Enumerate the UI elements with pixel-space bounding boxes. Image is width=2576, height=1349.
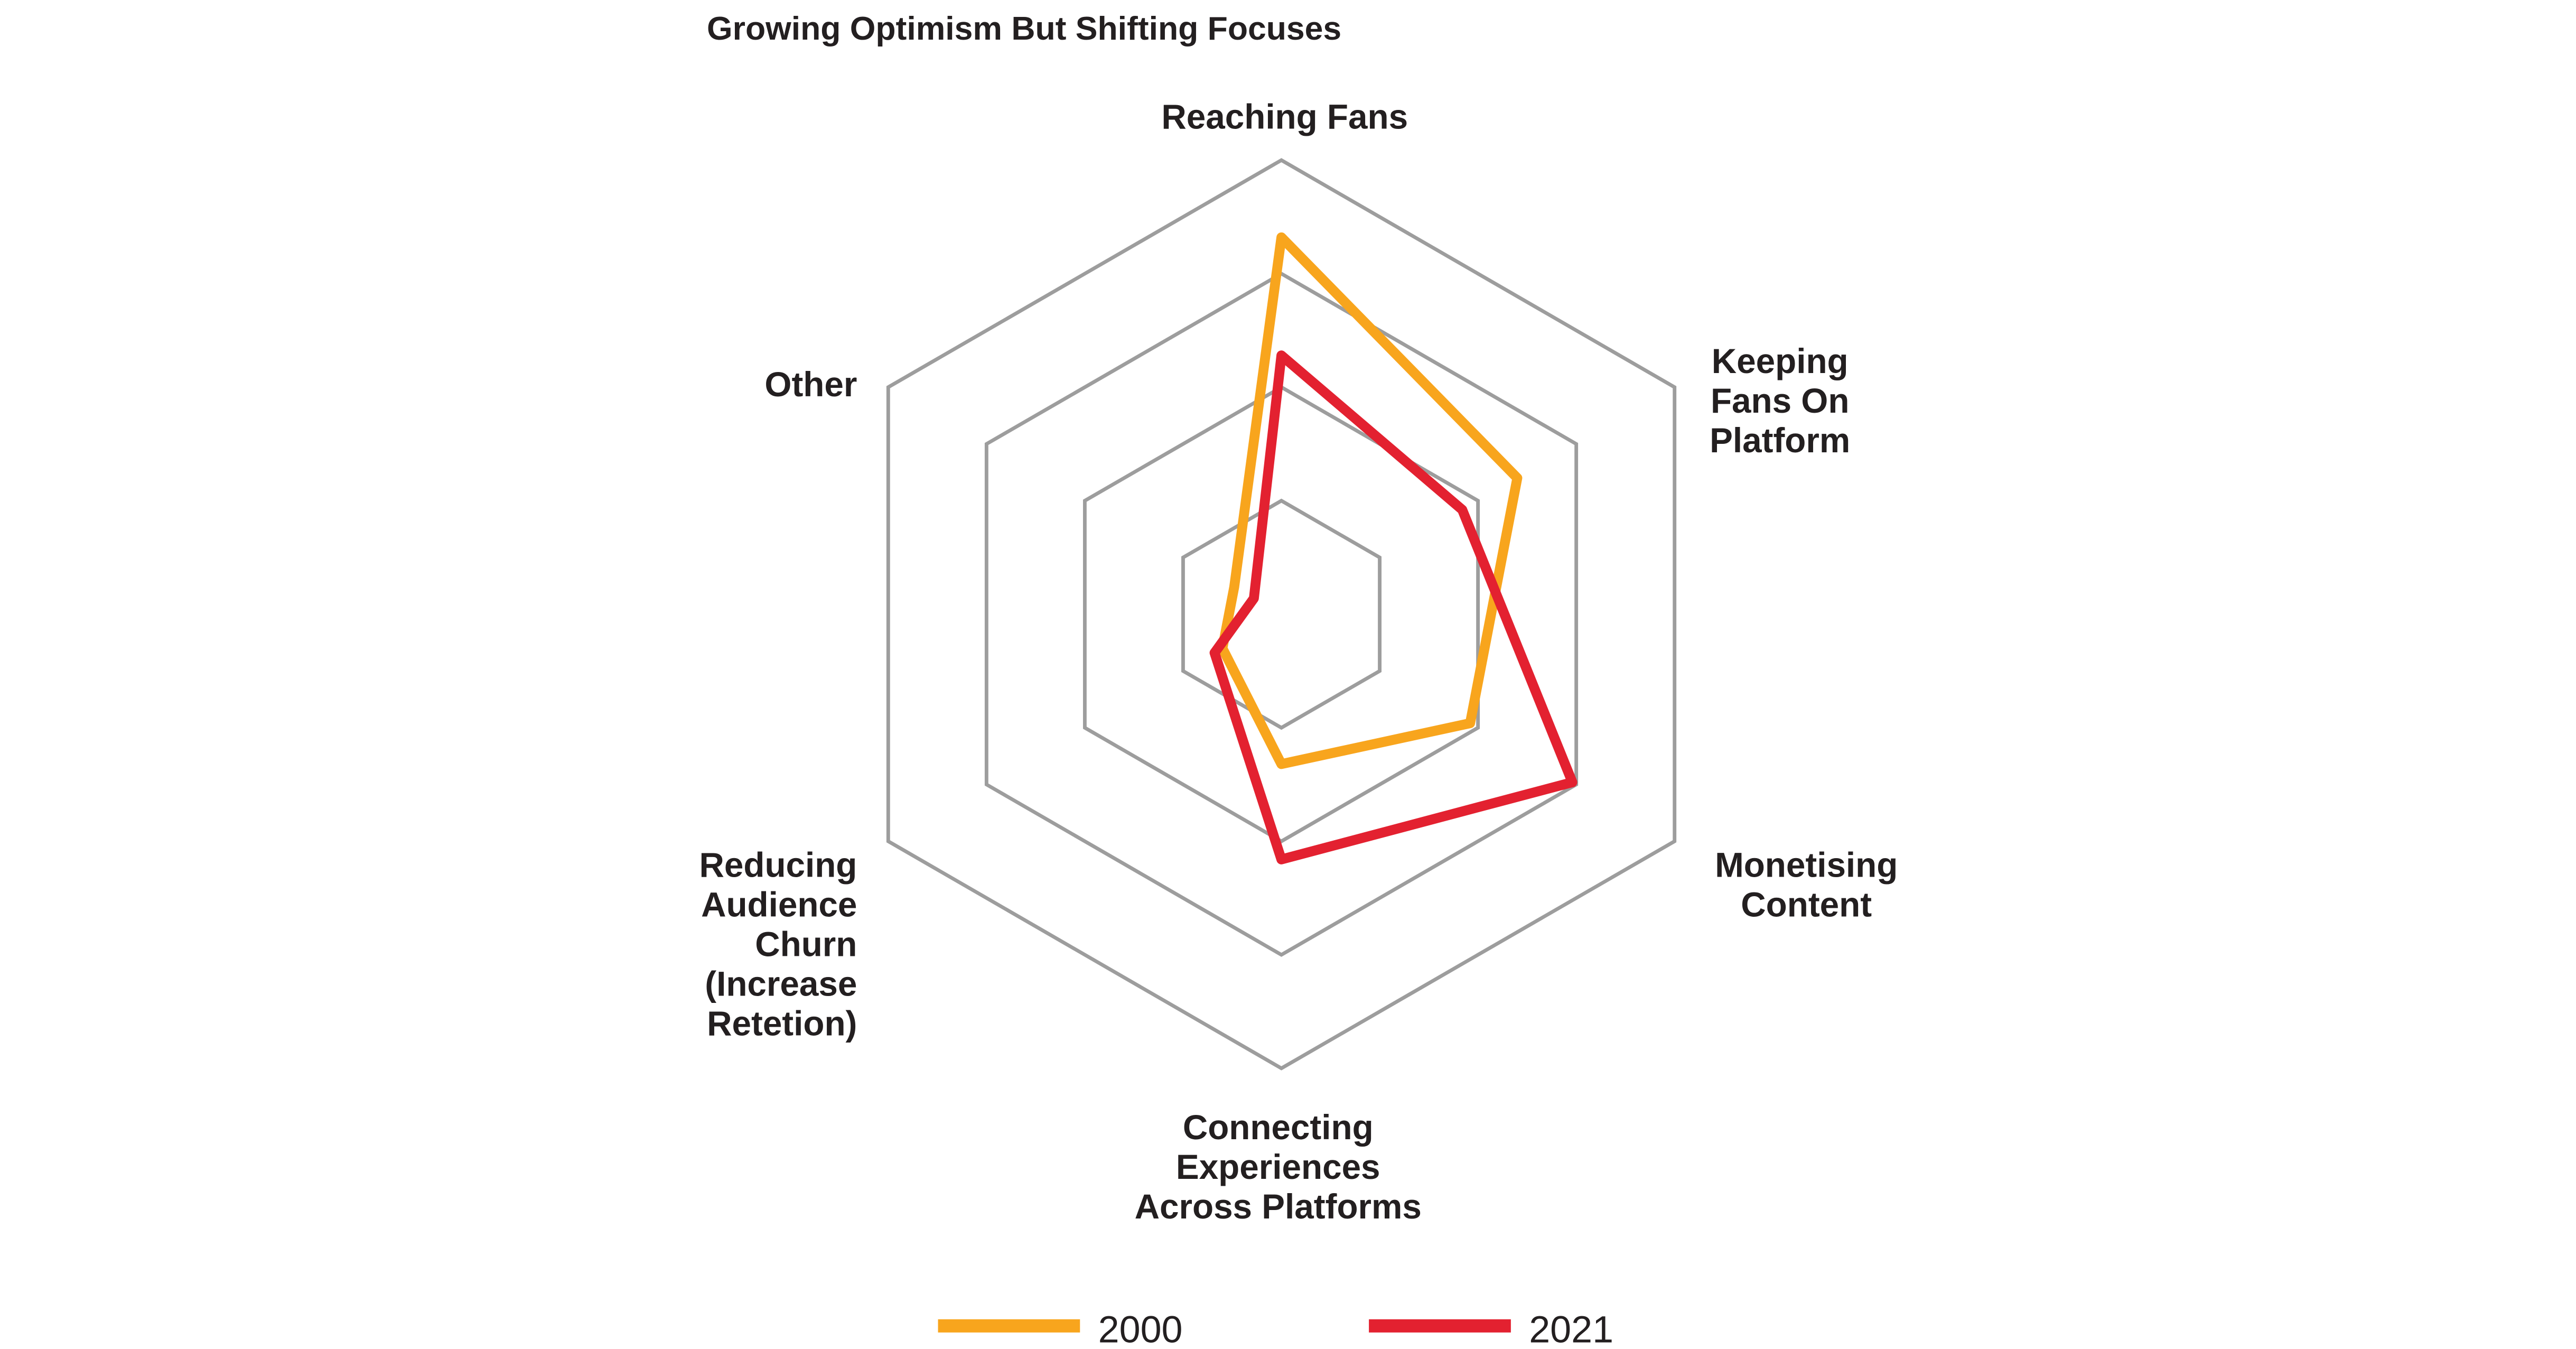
axis-label: Reaching Fans: [1161, 98, 1408, 136]
legend-label-2000: 2000: [1098, 1309, 1183, 1349]
axis-label-line: Other: [764, 365, 857, 404]
axis-label-line: Churn: [755, 925, 857, 963]
data-point-2000: [1281, 237, 1282, 238]
series-2021: [1209, 350, 1578, 864]
axis-label: Monetising Content: [1715, 845, 1898, 924]
axis-label-line: Reaching Fans: [1161, 98, 1408, 136]
axis-label-line: Content: [1741, 885, 1872, 924]
axis-label-line: Retetion): [707, 1004, 857, 1043]
axis-label: Keeping Fans On Platform: [1710, 342, 1850, 460]
axis-label: Connecting Experiences Across Platforms: [1135, 1108, 1422, 1226]
legend: 2000 2021: [938, 1309, 1613, 1349]
grid-ring: [1181, 498, 1382, 730]
grid-ring: [886, 158, 1677, 1071]
axis-label-line: Fans On: [1711, 382, 1849, 420]
axis-label-line: Across Platforms: [1135, 1187, 1422, 1226]
data-point-2000: [1234, 587, 1235, 588]
axis-label-line: Reducing: [699, 845, 857, 884]
data-point-2021: [1281, 859, 1282, 860]
axis-label-line: Audience: [701, 885, 857, 924]
axis-labels: Reaching Fans Keeping Fans On Platform Monet…: [699, 98, 1898, 1226]
data-point-2021: [1281, 355, 1282, 356]
data-point-2021: [1462, 509, 1463, 510]
grid-ring: [984, 271, 1579, 957]
legend-swatch-2021: [1369, 1319, 1511, 1333]
chart-title: Growing Optimism But Shifting Focuses: [707, 10, 1341, 47]
data-point-2021: [1572, 782, 1573, 783]
axis-label-line: Keeping: [1712, 342, 1849, 380]
legend-label-2021: 2021: [1529, 1309, 1613, 1349]
axis-label-line: Monetising: [1715, 845, 1898, 884]
grid: [886, 158, 1677, 1071]
axis-label-line: Platform: [1710, 421, 1850, 460]
axis-label: Reducing Audience Churn (Increase Retetion): [699, 845, 857, 1043]
axis-label-line: Experiences: [1176, 1148, 1380, 1186]
axis-label: Other: [764, 365, 857, 404]
series-layer: [1209, 232, 1578, 864]
axis-label-line: (Increase: [705, 964, 857, 1003]
grid-ring: [1082, 385, 1480, 844]
data-point-2000: [1281, 764, 1282, 765]
legend-swatch-2000: [938, 1319, 1080, 1333]
axis-label-line: Connecting: [1183, 1108, 1374, 1147]
